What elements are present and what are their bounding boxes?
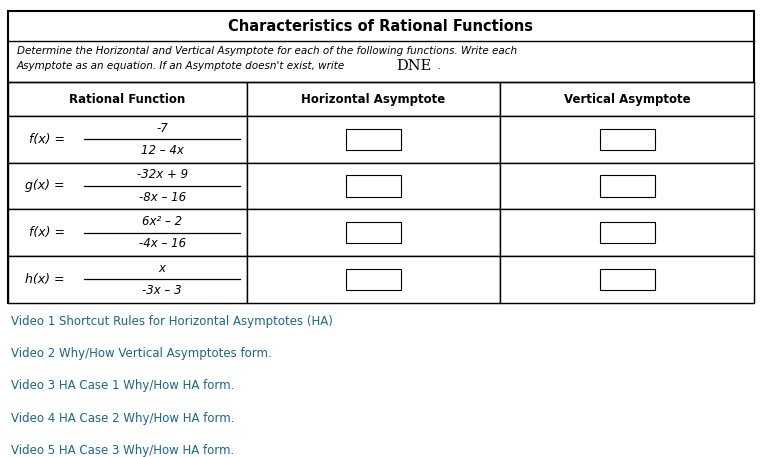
Text: Asymptote as an equation. If an Asymptote doesn't exist, write: Asymptote as an equation. If an Asymptot… — [17, 61, 348, 71]
FancyBboxPatch shape — [600, 128, 655, 150]
FancyBboxPatch shape — [247, 209, 501, 256]
FancyBboxPatch shape — [346, 269, 401, 290]
FancyBboxPatch shape — [600, 175, 655, 197]
Text: Determine the Horizontal and Vertical Asymptote for each of the following functi: Determine the Horizontal and Vertical As… — [17, 46, 517, 56]
Text: Vertical Asymptote: Vertical Asymptote — [564, 93, 690, 106]
FancyBboxPatch shape — [501, 209, 754, 256]
Text: g(x) =: g(x) = — [25, 180, 65, 192]
Text: -4x – 16: -4x – 16 — [139, 237, 186, 250]
Text: h(x) =: h(x) = — [25, 273, 65, 286]
FancyBboxPatch shape — [247, 116, 501, 163]
Text: 6x² – 2: 6x² – 2 — [142, 215, 182, 228]
Text: Video 1 Shortcut Rules for Horizontal Asymptotes (HA): Video 1 Shortcut Rules for Horizontal As… — [11, 315, 333, 328]
FancyBboxPatch shape — [8, 256, 247, 303]
FancyBboxPatch shape — [346, 128, 401, 150]
Text: f(x) =: f(x) = — [29, 133, 65, 146]
FancyBboxPatch shape — [501, 82, 754, 116]
FancyBboxPatch shape — [501, 256, 754, 303]
FancyBboxPatch shape — [600, 222, 655, 244]
FancyBboxPatch shape — [346, 175, 401, 197]
Text: Characteristics of Rational Functions: Characteristics of Rational Functions — [229, 19, 533, 34]
Text: -7: -7 — [156, 122, 168, 134]
Text: 12 – 4x: 12 – 4x — [141, 144, 184, 157]
Text: x: x — [158, 262, 165, 275]
FancyBboxPatch shape — [247, 82, 501, 116]
Text: DNE: DNE — [396, 59, 431, 73]
Text: .: . — [437, 61, 440, 71]
Text: Rational Function: Rational Function — [69, 93, 185, 106]
Text: -32x + 9: -32x + 9 — [136, 168, 187, 181]
FancyBboxPatch shape — [346, 222, 401, 244]
FancyBboxPatch shape — [8, 209, 247, 256]
Text: Horizontal Asymptote: Horizontal Asymptote — [302, 93, 446, 106]
Text: -3x – 3: -3x – 3 — [142, 284, 182, 297]
Text: f(x) =: f(x) = — [29, 226, 65, 239]
FancyBboxPatch shape — [501, 116, 754, 163]
Text: Video 3 HA Case 1 Why/How HA form.: Video 3 HA Case 1 Why/How HA form. — [11, 379, 235, 393]
Text: Video 5 HA Case 3 Why/How HA form.: Video 5 HA Case 3 Why/How HA form. — [11, 444, 235, 457]
FancyBboxPatch shape — [8, 11, 754, 303]
FancyBboxPatch shape — [8, 82, 247, 116]
FancyBboxPatch shape — [600, 269, 655, 290]
FancyBboxPatch shape — [8, 163, 247, 209]
FancyBboxPatch shape — [247, 163, 501, 209]
Text: -8x – 16: -8x – 16 — [139, 191, 186, 203]
FancyBboxPatch shape — [247, 256, 501, 303]
Text: Video 2 Why/How Vertical Asymptotes form.: Video 2 Why/How Vertical Asymptotes form… — [11, 347, 272, 361]
Text: Video 4 HA Case 2 Why/How HA form.: Video 4 HA Case 2 Why/How HA form. — [11, 412, 235, 425]
FancyBboxPatch shape — [501, 163, 754, 209]
FancyBboxPatch shape — [8, 116, 247, 163]
